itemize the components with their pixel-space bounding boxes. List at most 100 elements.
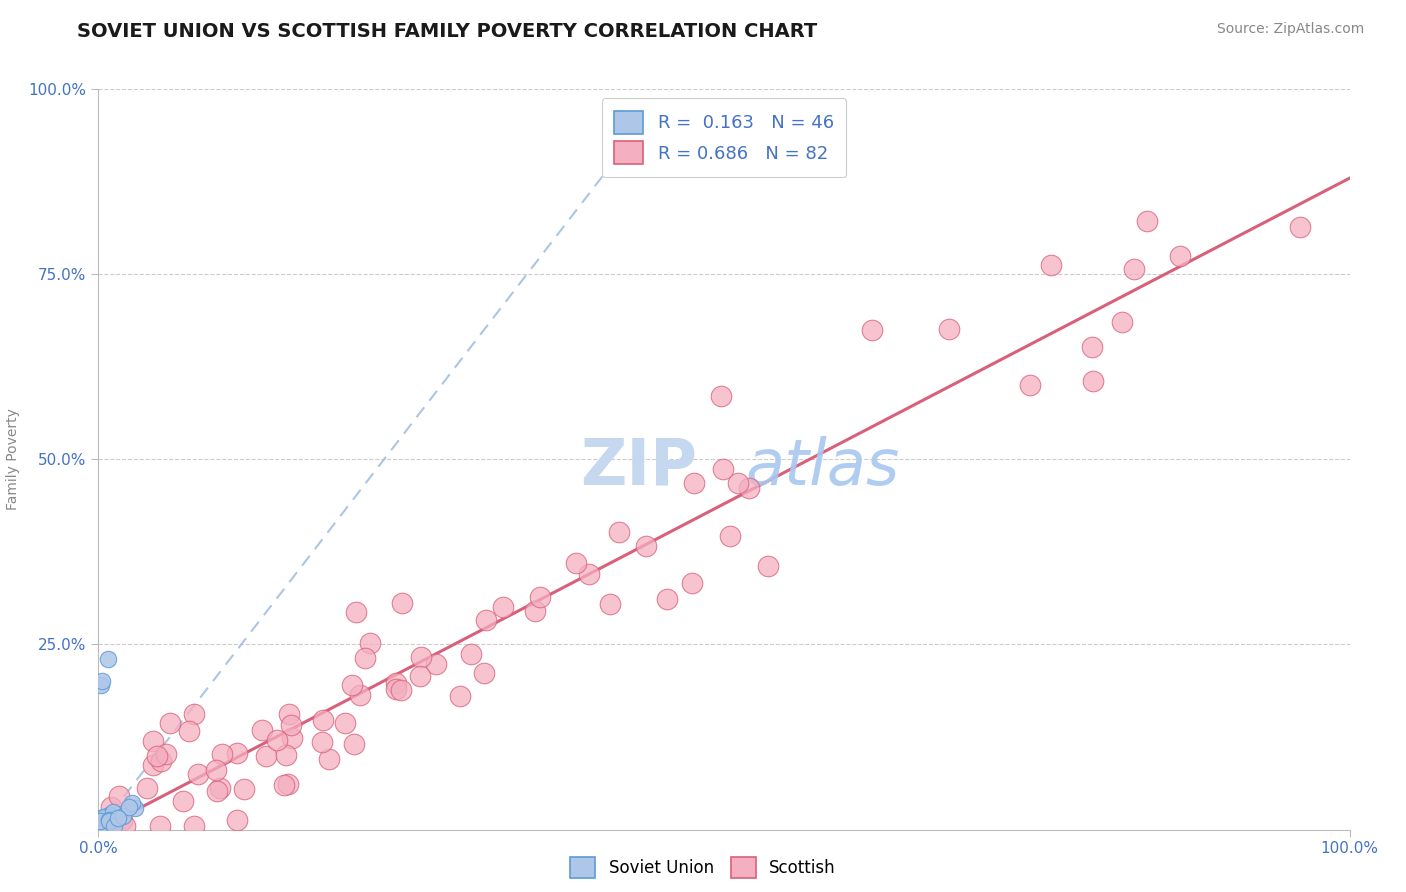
Text: Source: ZipAtlas.com: Source: ZipAtlas.com	[1216, 22, 1364, 37]
Point	[344, 605, 367, 619]
Point	[179, 724, 201, 739]
Point	[353, 650, 375, 665]
Point	[108, 789, 131, 803]
Point	[159, 715, 181, 730]
Point	[114, 819, 136, 833]
Point	[89, 814, 111, 828]
Point	[94, 819, 117, 833]
Point	[149, 819, 172, 833]
Point	[311, 735, 333, 749]
Point	[91, 821, 114, 835]
Point	[391, 596, 413, 610]
Point	[117, 799, 139, 814]
Point	[349, 688, 371, 702]
Point	[524, 604, 547, 618]
Point	[89, 821, 111, 835]
Point	[172, 794, 194, 808]
Point	[89, 814, 111, 828]
Point	[1081, 374, 1104, 388]
Point	[98, 809, 121, 823]
Point	[89, 821, 111, 835]
Point	[89, 821, 111, 835]
Point	[89, 821, 111, 835]
Point	[385, 675, 408, 690]
Point	[94, 820, 117, 834]
Point	[1168, 249, 1191, 263]
Point	[273, 778, 295, 792]
Point	[384, 682, 406, 697]
Point	[124, 801, 146, 815]
Point	[205, 763, 228, 777]
Point	[280, 718, 302, 732]
Point	[266, 733, 288, 747]
Point	[277, 777, 299, 791]
Point	[278, 707, 301, 722]
Point	[710, 389, 733, 403]
Point	[340, 677, 363, 691]
Point	[149, 754, 172, 768]
Point	[233, 782, 256, 797]
Y-axis label: Family Poverty: Family Poverty	[6, 409, 20, 510]
Point	[252, 723, 274, 737]
Point	[89, 811, 111, 825]
Point	[100, 800, 122, 814]
Point	[449, 689, 471, 703]
Point	[208, 780, 231, 795]
Point	[655, 591, 678, 606]
Point	[141, 758, 163, 772]
Point	[211, 747, 233, 761]
Point	[318, 751, 340, 765]
Point	[89, 815, 111, 830]
Point	[91, 819, 114, 833]
Point	[335, 716, 357, 731]
Point	[281, 731, 304, 746]
Point	[226, 746, 249, 760]
Point	[609, 525, 631, 540]
Point	[718, 529, 741, 543]
Point	[1288, 219, 1310, 234]
Text: ZIP: ZIP	[581, 436, 697, 498]
Point	[98, 814, 121, 828]
Point	[141, 734, 163, 748]
Point	[578, 566, 600, 581]
Point	[254, 748, 277, 763]
Point	[529, 590, 551, 604]
Point	[136, 781, 159, 796]
Point	[103, 820, 125, 834]
Point	[93, 821, 115, 835]
Point	[409, 650, 432, 665]
Point	[460, 648, 482, 662]
Point	[683, 476, 706, 491]
Text: atlas: atlas	[745, 436, 900, 498]
Point	[389, 682, 412, 697]
Point	[634, 539, 657, 553]
Point	[1111, 315, 1133, 329]
Point	[93, 810, 115, 824]
Point	[93, 821, 115, 835]
Point	[564, 556, 586, 570]
Point	[756, 559, 779, 574]
Point	[425, 657, 447, 671]
Point	[107, 811, 129, 825]
Point	[205, 784, 228, 798]
Point	[97, 652, 120, 666]
Point	[97, 810, 120, 824]
Point	[1136, 214, 1159, 228]
Point	[93, 820, 115, 834]
Point	[727, 476, 749, 491]
Point	[1018, 378, 1040, 392]
Point	[93, 813, 115, 827]
Point	[121, 796, 143, 810]
Point	[187, 767, 209, 781]
Point	[89, 817, 111, 831]
Point	[89, 821, 111, 835]
Point	[89, 820, 111, 834]
Point	[938, 321, 960, 335]
Point	[93, 812, 115, 826]
Point	[101, 805, 124, 820]
Point	[90, 816, 112, 830]
Point	[738, 481, 761, 495]
Point	[711, 462, 734, 476]
Point	[343, 737, 366, 751]
Text: SOVIET UNION VS SCOTTISH FAMILY POVERTY CORRELATION CHART: SOVIET UNION VS SCOTTISH FAMILY POVERTY …	[77, 22, 817, 41]
